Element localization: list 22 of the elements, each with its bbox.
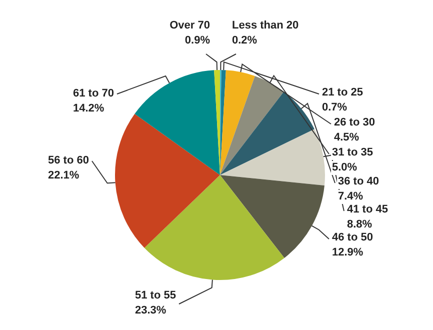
slice-label: 41 to 45 xyxy=(347,204,388,216)
slice-label: Over 70 xyxy=(170,20,210,32)
data-label: 4.5% xyxy=(334,132,360,144)
data-label: 0.2% xyxy=(232,34,258,47)
data-label: 22.1% xyxy=(48,170,80,182)
slice-label: 36 to 40 xyxy=(338,176,379,188)
slice-label: 31 to 35 xyxy=(332,146,373,159)
slice-label: 21 to 25 xyxy=(322,86,363,99)
slice-label: 61 to 70 xyxy=(73,88,114,100)
slice-label: 51 to 55 xyxy=(135,290,176,302)
slice-label: 26 to 30 xyxy=(334,116,375,129)
data-label: 23.3% xyxy=(135,304,166,317)
data-label: 8.8% xyxy=(347,218,372,231)
data-label: 14.2% xyxy=(73,102,104,115)
slice-label: Less than 20 xyxy=(232,20,299,32)
slice-label: 56 to 60 xyxy=(48,154,89,167)
slice-label: 46 to 50 xyxy=(332,232,373,244)
data-label: 5.0% xyxy=(332,162,358,174)
data-label: 12.9% xyxy=(332,246,364,259)
data-label: 0.9% xyxy=(184,34,210,47)
data-label: 7.4% xyxy=(338,190,364,203)
data-label: 0.7% xyxy=(322,102,348,114)
